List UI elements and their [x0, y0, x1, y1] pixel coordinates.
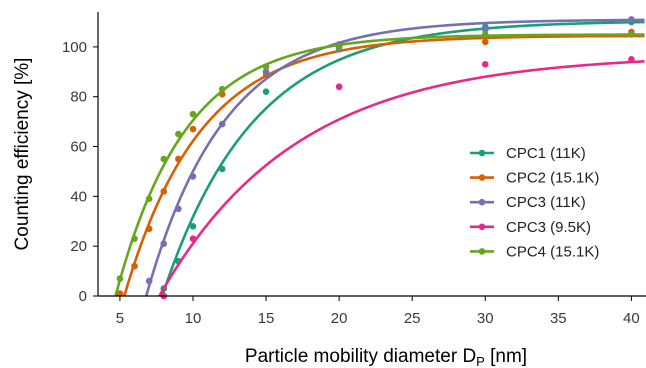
- y-tick-label: 0: [79, 288, 87, 305]
- x-axis-title-unit: [nm]: [485, 346, 527, 367]
- legend-swatch-marker: [478, 149, 486, 157]
- series-2-point: [175, 155, 182, 163]
- axes: 0 20 40 60 80 100 5 10 15 20 25 30 35 40: [62, 12, 646, 327]
- x-axis-title: Particle mobility diameter DP [nm]: [245, 346, 527, 368]
- series-3-point: [262, 68, 270, 76]
- legend-item-1: CPC1 (11K): [470, 145, 586, 162]
- y-tick-label: 80: [70, 89, 87, 106]
- series-1-point: [189, 222, 197, 230]
- legend-label: CPC3 (11K): [506, 194, 586, 211]
- legend-item-4: CPC3 (9.5K): [470, 219, 591, 236]
- series-2-point: [145, 225, 153, 233]
- series-2-point: [131, 262, 138, 270]
- series-4-point: [628, 56, 635, 63]
- series-3-point: [481, 26, 489, 33]
- series-3-fit-line: [144, 18, 645, 297]
- series-5-point: [628, 31, 635, 38]
- y-axis-title: Counting efficiency [%]: [12, 58, 33, 251]
- legend-item-2: CPC2 (15.1K): [470, 170, 599, 187]
- series-3-point: [218, 120, 226, 128]
- x-tick-label: 5: [116, 310, 124, 327]
- legend-swatch-marker: [478, 174, 486, 181]
- legend-item-3: CPC3 (11K): [470, 194, 586, 211]
- series-1-point: [262, 88, 270, 96]
- series-5-point: [218, 85, 226, 93]
- series-1-point: [218, 165, 226, 173]
- x-axis-title-subscript: P: [476, 354, 485, 368]
- series-2-point: [116, 290, 124, 297]
- x-tick-label: 40: [623, 310, 640, 327]
- series-4: [158, 56, 645, 300]
- legend-swatch-marker: [478, 223, 486, 231]
- series-5-point: [175, 130, 182, 138]
- series-3-point: [189, 173, 197, 180]
- legend-label: CPC2 (15.1K): [506, 170, 599, 187]
- series-5-point: [189, 110, 197, 118]
- x-tick-label: 20: [331, 310, 348, 327]
- series-5-point: [335, 43, 343, 51]
- legend-label: CPC3 (9.5K): [506, 219, 591, 236]
- legend-swatch-marker: [478, 248, 486, 255]
- series-5-point: [481, 31, 489, 38]
- series-3-point: [175, 205, 182, 213]
- series-1-fit-line: [161, 20, 645, 297]
- x-tick-label: 10: [185, 310, 202, 327]
- y-tick-label: 20: [70, 238, 87, 255]
- x-tick-label: 35: [550, 310, 567, 327]
- series-4-fit-line: [158, 60, 645, 297]
- series-2-point: [189, 125, 197, 133]
- series-3-point: [145, 277, 153, 285]
- x-tick-label: 25: [404, 310, 421, 327]
- series-3-point: [160, 240, 168, 247]
- series-5-point: [262, 63, 270, 71]
- y-tick-label: 60: [70, 139, 87, 156]
- y-tick-label: 100: [62, 39, 87, 56]
- series-2-point: [160, 188, 168, 195]
- series-4-point: [335, 83, 343, 91]
- plot-area: [114, 16, 645, 300]
- legend-item-5: CPC4 (15.1K): [470, 243, 599, 260]
- legend-label: CPC1 (11K): [506, 145, 586, 162]
- series-5-point: [131, 235, 138, 243]
- series-3-point: [628, 16, 635, 23]
- series-2-point: [481, 38, 489, 46]
- series-5: [114, 31, 645, 297]
- y-tick-label: 40: [70, 188, 87, 205]
- legend-swatch-marker: [478, 198, 486, 206]
- series-5-point: [116, 275, 124, 282]
- series-5-fit-line: [114, 33, 645, 297]
- legend-label: CPC4 (15.1K): [506, 243, 599, 260]
- series-4-point: [189, 235, 197, 243]
- series-2-fit-line: [123, 34, 645, 297]
- x-axis-title-main: Particle mobility diameter D: [245, 346, 476, 367]
- x-tick-label: 30: [477, 310, 494, 327]
- x-tick-label: 15: [258, 310, 275, 327]
- series-5-point: [145, 195, 153, 203]
- legend: CPC1 (11K) CPC2 (15.1K) CPC3 (11K) CPC3 (9.…: [470, 145, 599, 260]
- series-4-point: [481, 61, 489, 68]
- series-5-point: [160, 155, 168, 163]
